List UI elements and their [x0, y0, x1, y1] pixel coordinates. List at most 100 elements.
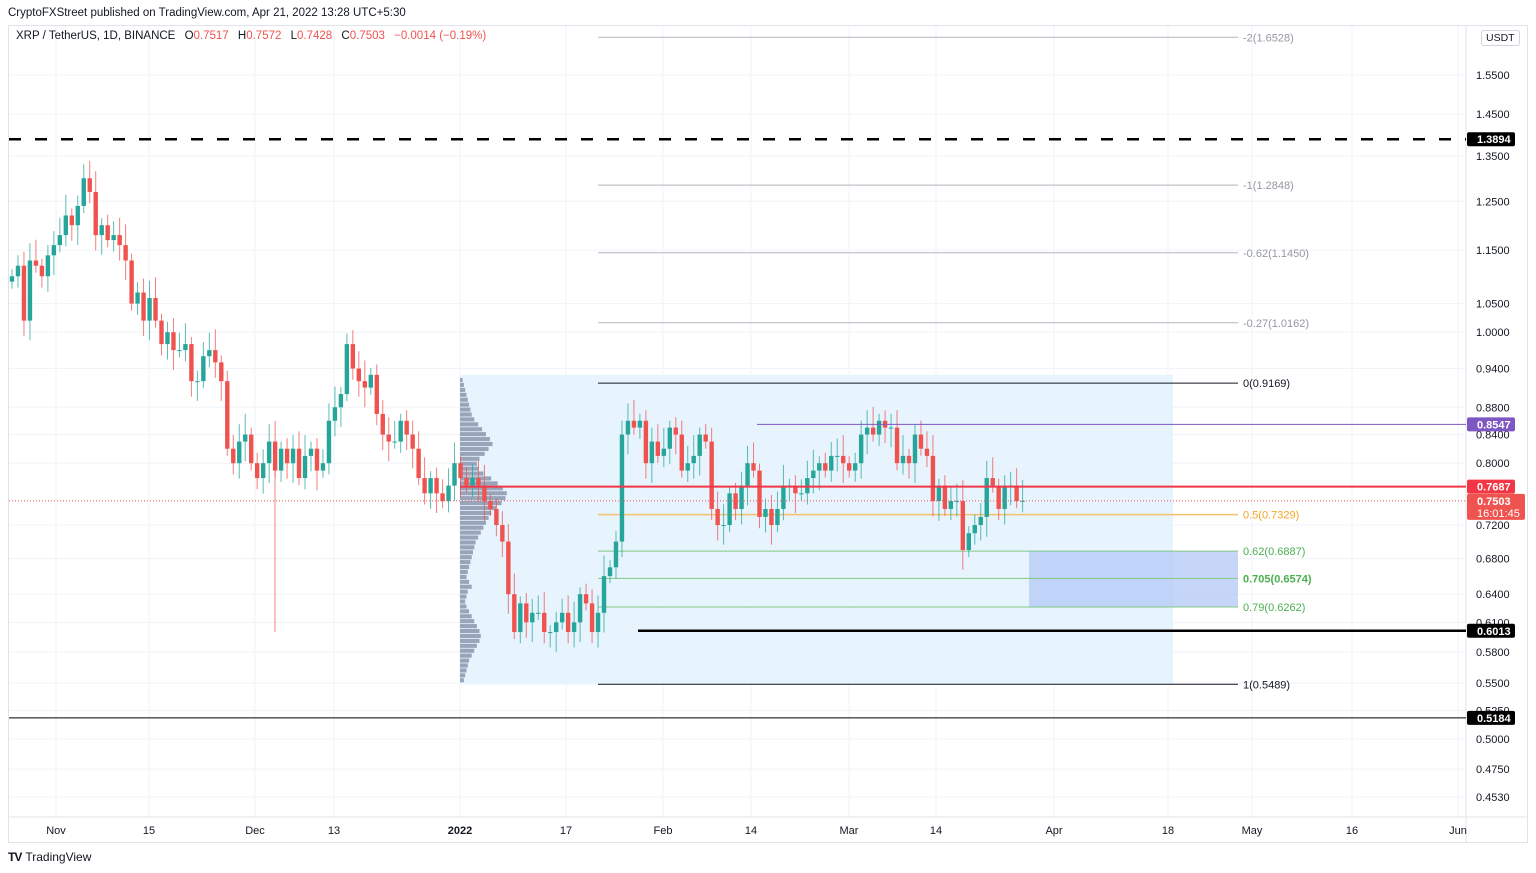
- currency-badge[interactable]: USDT: [1481, 30, 1520, 46]
- candle-down[interactable]: [512, 594, 517, 633]
- candle-up[interactable]: [984, 478, 989, 517]
- candle-up[interactable]: [135, 292, 140, 304]
- candle-down[interactable]: [673, 427, 678, 435]
- chart-frame[interactable]: [8, 25, 1528, 843]
- candle-up[interactable]: [518, 603, 523, 633]
- candle-up[interactable]: [829, 455, 834, 471]
- candle-down[interactable]: [589, 603, 595, 633]
- candle-up[interactable]: [727, 493, 732, 526]
- candle-up[interactable]: [685, 463, 690, 471]
- candle-down[interactable]: [488, 501, 493, 509]
- candle-down[interactable]: [500, 525, 505, 542]
- candle-down[interactable]: [924, 448, 930, 456]
- candle-up[interactable]: [63, 215, 69, 236]
- candle-up[interactable]: [320, 463, 326, 471]
- candle-down[interactable]: [823, 463, 828, 471]
- candle-down[interactable]: [117, 235, 122, 246]
- candle-down[interactable]: [410, 434, 415, 449]
- symbol-label[interactable]: XRP / TetherUS, 1D, BINANCE: [16, 30, 176, 42]
- candle-up[interactable]: [781, 485, 786, 509]
- candle-down[interactable]: [380, 413, 385, 435]
- candle-up[interactable]: [338, 394, 344, 408]
- candle-up[interactable]: [75, 205, 80, 226]
- candle-up[interactable]: [948, 501, 954, 509]
- candle-down[interactable]: [350, 344, 356, 369]
- candle-down[interactable]: [141, 292, 146, 321]
- candle-down[interactable]: [404, 420, 409, 435]
- candle-down[interactable]: [894, 427, 900, 464]
- candle-down[interactable]: [793, 485, 798, 494]
- candle-up[interactable]: [966, 533, 971, 551]
- candle-up[interactable]: [81, 178, 86, 206]
- candle-down[interactable]: [189, 344, 194, 382]
- candle-down[interactable]: [69, 215, 74, 226]
- candle-up[interactable]: [954, 501, 960, 503]
- candle-up[interactable]: [278, 448, 284, 471]
- candle-up[interactable]: [739, 485, 744, 509]
- candle-down[interactable]: [362, 381, 368, 388]
- candle-down[interactable]: [416, 448, 421, 479]
- candle-up[interactable]: [571, 622, 577, 633]
- candle-down[interactable]: [231, 448, 236, 464]
- candle-up[interactable]: [888, 427, 894, 429]
- candle-up[interactable]: [530, 612, 535, 623]
- candle-down[interactable]: [960, 501, 966, 551]
- candle-down[interactable]: [314, 448, 320, 471]
- candle-up[interactable]: [27, 260, 33, 321]
- candle-down[interactable]: [21, 265, 27, 321]
- candle-up[interactable]: [266, 441, 272, 464]
- candle-up[interactable]: [177, 350, 182, 352]
- candle-down[interactable]: [703, 434, 708, 442]
- candle-down[interactable]: [715, 508, 720, 526]
- candle-down[interactable]: [655, 441, 661, 456]
- candle-down[interactable]: [482, 485, 487, 502]
- candle-down[interactable]: [870, 427, 876, 435]
- candle-up[interactable]: [260, 463, 266, 479]
- candle-up[interactable]: [470, 478, 475, 486]
- candle-up[interactable]: [817, 463, 822, 471]
- candle-up[interactable]: [9, 276, 15, 282]
- candle-up[interactable]: [697, 434, 702, 456]
- candle-up[interactable]: [201, 356, 206, 382]
- candle-up[interactable]: [577, 594, 583, 623]
- candle-up[interactable]: [972, 525, 977, 534]
- candle-up[interactable]: [368, 374, 373, 388]
- candle-down[interactable]: [643, 420, 649, 464]
- candle-down[interactable]: [506, 541, 511, 595]
- candle-up[interactable]: [290, 448, 296, 464]
- candle-up[interactable]: [601, 576, 607, 613]
- candle-up[interactable]: [195, 381, 200, 383]
- candle-down[interactable]: [918, 434, 924, 449]
- candle-down[interactable]: [213, 350, 218, 363]
- candle-up[interactable]: [446, 485, 451, 502]
- range-box[interactable]: [460, 374, 1173, 685]
- candle-down[interactable]: [249, 434, 254, 464]
- candle-down[interactable]: [942, 485, 948, 509]
- candle-up[interactable]: [858, 434, 864, 464]
- candle-up[interactable]: [978, 516, 983, 526]
- candle-down[interactable]: [434, 478, 439, 494]
- candle-up[interactable]: [607, 567, 613, 577]
- candle-down[interactable]: [93, 191, 98, 236]
- candle-down[interactable]: [129, 260, 134, 304]
- candle-up[interactable]: [900, 455, 906, 464]
- candle-down[interactable]: [386, 434, 391, 442]
- candle-down[interactable]: [39, 265, 45, 277]
- candle-down[interactable]: [990, 478, 995, 486]
- candle-up[interactable]: [852, 463, 858, 471]
- candle-down[interactable]: [542, 612, 547, 633]
- candle-down[interactable]: [476, 478, 481, 486]
- candle-up[interactable]: [625, 420, 631, 435]
- candle-down[interactable]: [751, 463, 756, 471]
- candle-up[interactable]: [619, 434, 625, 542]
- candle-up[interactable]: [835, 455, 840, 457]
- candle-up[interactable]: [1002, 485, 1007, 509]
- candle-up[interactable]: [536, 612, 541, 614]
- candle-up[interactable]: [559, 612, 565, 623]
- candle-up[interactable]: [308, 448, 314, 456]
- candle-down[interactable]: [709, 441, 714, 509]
- candle-up[interactable]: [45, 255, 51, 277]
- candle-down[interactable]: [153, 298, 158, 321]
- candle-up[interactable]: [661, 448, 667, 456]
